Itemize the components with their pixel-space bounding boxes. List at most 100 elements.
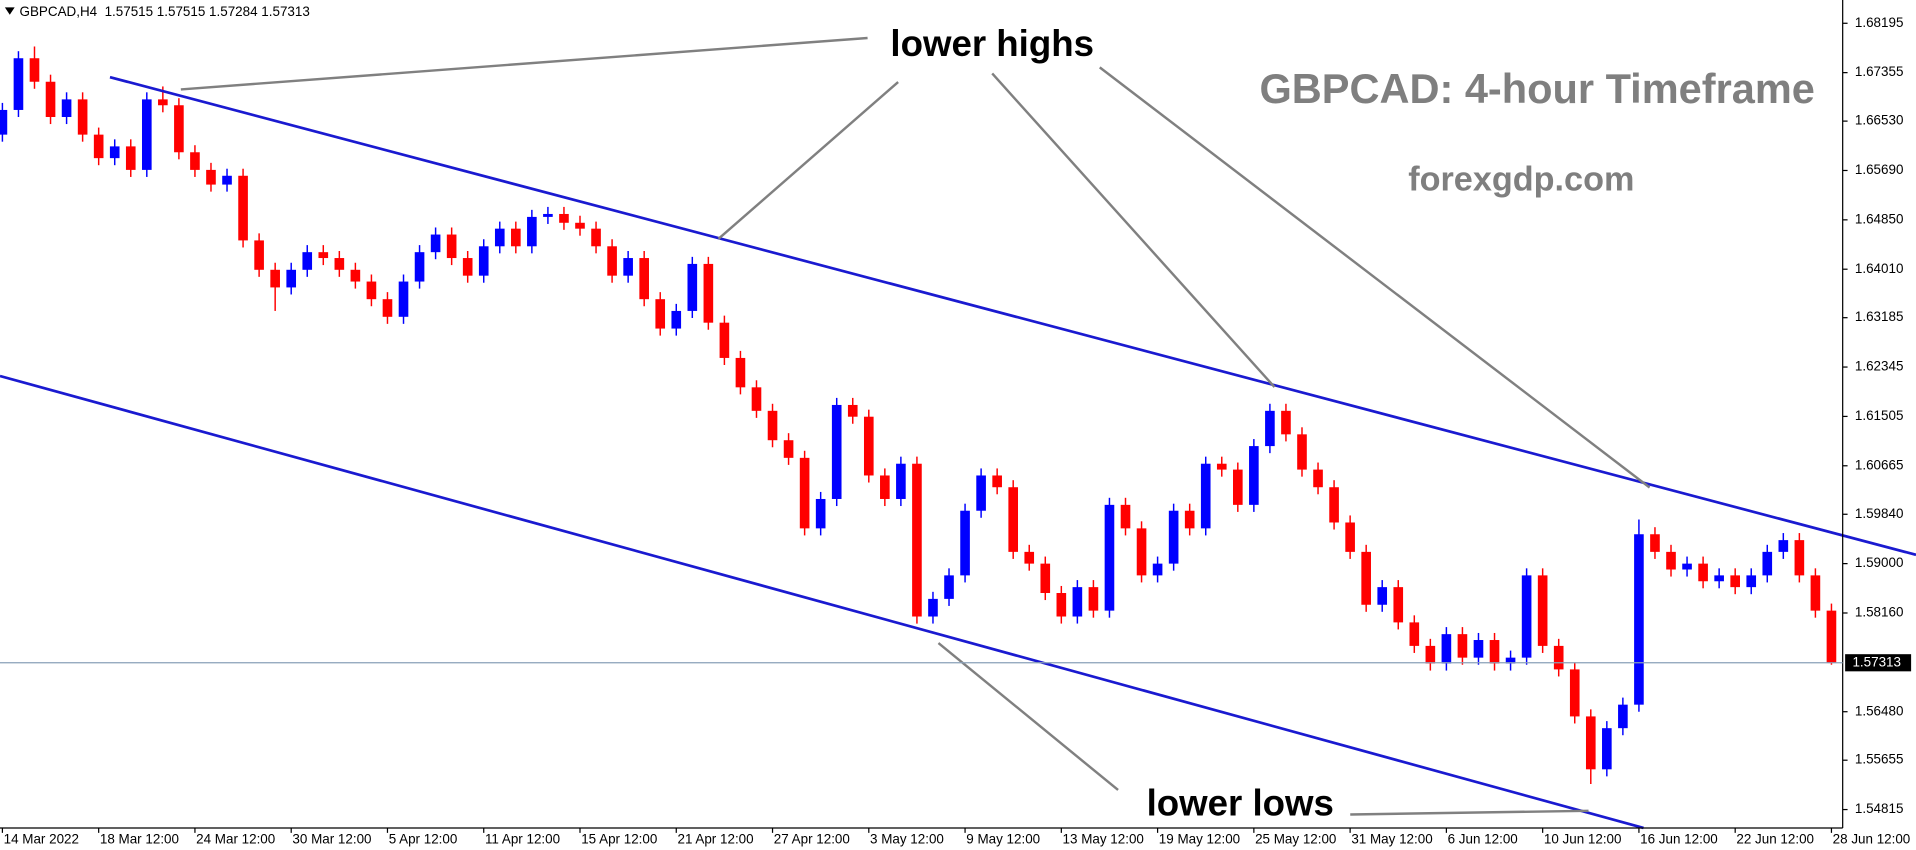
candle-body	[863, 416, 874, 476]
candle-body	[1104, 504, 1115, 611]
candle-body	[1409, 622, 1420, 646]
pointer	[1350, 809, 1589, 816]
candle-body	[158, 99, 168, 106]
candle-body	[912, 463, 922, 617]
x-tick-label: 30 Mar 12:00	[292, 832, 371, 847]
candle-body	[382, 299, 393, 317]
pointer	[937, 642, 1119, 791]
candle-body	[1730, 575, 1741, 588]
candle-body	[559, 213, 569, 223]
candle-body	[896, 463, 906, 499]
x-tick-label: 10 Jun 12:00	[1544, 832, 1622, 847]
current-price-box	[1845, 654, 1912, 672]
current-price-label: 1.57313	[1852, 654, 1901, 669]
candle-body	[511, 228, 521, 247]
candle-body	[1168, 510, 1179, 564]
x-tick-label: 24 Mar 12:00	[196, 832, 275, 847]
y-tick-label: 1.63185	[1855, 309, 1904, 324]
candle-body	[1585, 716, 1596, 770]
candle-body	[527, 216, 537, 247]
candle-body	[1056, 593, 1067, 617]
candle-body	[928, 598, 938, 617]
candle-body	[1200, 463, 1211, 529]
candle-body	[0, 109, 8, 135]
candle-body	[799, 457, 810, 529]
candle-body	[1794, 540, 1805, 576]
candle-body	[446, 234, 457, 259]
candle-body	[270, 269, 280, 288]
y-tick-label: 1.66530	[1855, 113, 1904, 128]
candle-body	[286, 269, 297, 288]
candle-body	[1361, 551, 1371, 605]
candle-body	[190, 152, 200, 170]
x-tick-label: 5 Apr 12:00	[389, 832, 458, 847]
candle-body	[1345, 522, 1355, 552]
y-tick-label: 1.67355	[1855, 64, 1904, 79]
y-tick-label: 1.65690	[1855, 162, 1904, 177]
candle-body	[1457, 634, 1468, 658]
candle-body	[1698, 563, 1708, 582]
candle-body	[1313, 469, 1323, 488]
candle-body	[238, 175, 248, 241]
candle-body	[462, 258, 473, 276]
x-tick-label: 27 Apr 12:00	[774, 832, 850, 847]
x-tick-label: 16 Jun 12:00	[1640, 832, 1718, 847]
candle-body	[1184, 510, 1195, 529]
menu-arrow-icon[interactable]	[4, 7, 15, 15]
pointer	[717, 81, 899, 240]
candle-body	[1810, 575, 1821, 611]
candle-body	[1265, 410, 1275, 447]
x-tick-label: 19 May 12:00	[1159, 832, 1240, 847]
candle-body	[254, 240, 264, 270]
candle-body	[671, 310, 682, 329]
y-tick-label: 1.59840	[1855, 506, 1904, 521]
candle-body	[1136, 528, 1147, 576]
candle-body	[719, 322, 730, 358]
candle-body	[29, 58, 40, 82]
candle-body	[1024, 551, 1035, 564]
candle-body	[1634, 534, 1644, 705]
candle-body	[1281, 410, 1291, 435]
candle-body	[607, 246, 617, 276]
candle-body	[1441, 634, 1452, 664]
x-tick-label: 31 May 12:00	[1351, 832, 1432, 847]
candle-body	[318, 252, 329, 259]
x-tick-label: 18 Mar 12:00	[100, 832, 179, 847]
candle-body	[543, 213, 553, 217]
pointer	[180, 36, 868, 91]
candle-body	[302, 252, 313, 270]
candle-body	[1393, 587, 1404, 623]
x-tick-label: 21 Apr 12:00	[677, 832, 753, 847]
candle-body	[1618, 704, 1628, 729]
pointer	[991, 72, 1276, 388]
candle-body	[767, 410, 778, 441]
candle-body	[222, 175, 232, 185]
candle-body	[1297, 434, 1307, 470]
candle-body	[976, 475, 986, 511]
y-tick-label: 1.56480	[1855, 703, 1904, 718]
x-tick-label: 6 Jun 12:00	[1448, 832, 1518, 847]
candle-body	[1666, 551, 1676, 570]
x-tick-label: 11 Apr 12:00	[485, 832, 560, 847]
x-tick-label: 22 Jun 12:00	[1736, 832, 1814, 847]
candle-body	[847, 404, 858, 417]
candle-body	[478, 246, 489, 276]
candle-body	[591, 228, 601, 247]
x-tick-label: 9 May 12:00	[966, 832, 1040, 847]
candle-body	[944, 575, 954, 599]
candle-body	[992, 475, 1002, 488]
candle-body	[1120, 504, 1131, 529]
y-tick-label: 1.59000	[1855, 555, 1904, 570]
x-tick-label: 28 Jun 12:00	[1833, 832, 1911, 847]
candle-body	[1249, 446, 1259, 505]
y-tick-label: 1.64850	[1855, 211, 1904, 226]
candle-body	[13, 58, 24, 110]
candle-body	[1329, 487, 1339, 523]
candle-body	[1008, 487, 1019, 552]
candle-body	[45, 81, 56, 118]
candle-body	[687, 263, 698, 311]
candle-body	[639, 258, 649, 300]
plot	[0, 46, 1837, 784]
x-tick-label: 25 May 12:00	[1255, 832, 1336, 847]
